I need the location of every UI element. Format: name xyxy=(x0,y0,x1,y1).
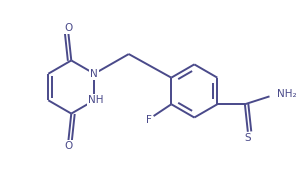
Text: O: O xyxy=(64,23,72,33)
Text: N: N xyxy=(90,69,98,79)
Text: NH₂: NH₂ xyxy=(277,89,297,99)
Text: NH: NH xyxy=(88,95,103,105)
Text: F: F xyxy=(146,115,152,125)
Text: O: O xyxy=(64,141,72,151)
Text: S: S xyxy=(244,133,251,143)
